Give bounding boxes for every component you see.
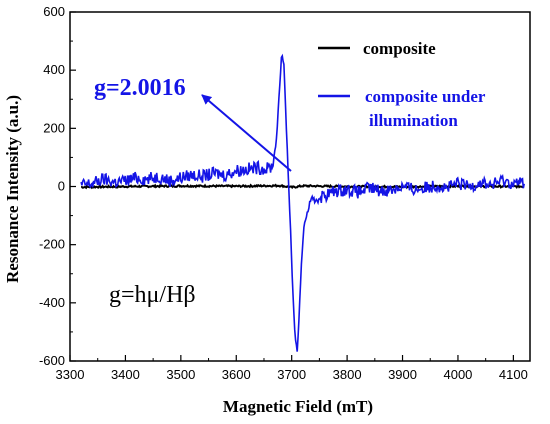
x-tick-label-8: 4100: [499, 367, 528, 382]
x-tick-label-2: 3500: [166, 367, 195, 382]
y-tick-label-5: 400: [43, 62, 65, 77]
g-formula: g=hμ/Hβ: [109, 282, 196, 308]
x-tick-label-1: 3400: [111, 367, 140, 382]
x-tick-label-7: 4000: [443, 367, 472, 382]
x-axis-title: Magnetic Field (mT): [223, 397, 373, 416]
y-axis-title: Resonance Intensity (a.u.): [3, 95, 22, 283]
annotation-arrow: [201, 94, 292, 172]
x-tick-label-5: 3800: [333, 367, 362, 382]
axes: 3300 3400 3500 3600 3700 3800 3900 4000 4100-600…: [39, 4, 531, 382]
y-tick-label-0: -600: [39, 353, 65, 368]
x-tick-label-6: 3900: [388, 367, 417, 382]
x-tick-label-4: 3700: [277, 367, 306, 382]
g-value-annotation: g=2.0016: [94, 75, 186, 101]
x-tick-label-3: 3600: [222, 367, 251, 382]
legend-label-illumination-line2: illumination: [369, 111, 458, 130]
legend: composite composite under illumination: [318, 39, 486, 130]
series-line-1: [80, 53, 525, 352]
legend-label-composite: composite: [363, 39, 436, 58]
series-line-0: [80, 183, 525, 190]
x-tick-label-0: 3300: [56, 367, 85, 382]
legend-label-illumination-line1: composite under: [365, 87, 486, 106]
y-tick-label-1: -400: [39, 295, 65, 310]
y-tick-label-6: 600: [43, 4, 65, 19]
y-tick-label-4: 200: [43, 120, 65, 135]
y-tick-label-3: 0: [58, 179, 65, 194]
y-tick-label-2: -200: [39, 237, 65, 252]
plot-area: [80, 53, 525, 352]
